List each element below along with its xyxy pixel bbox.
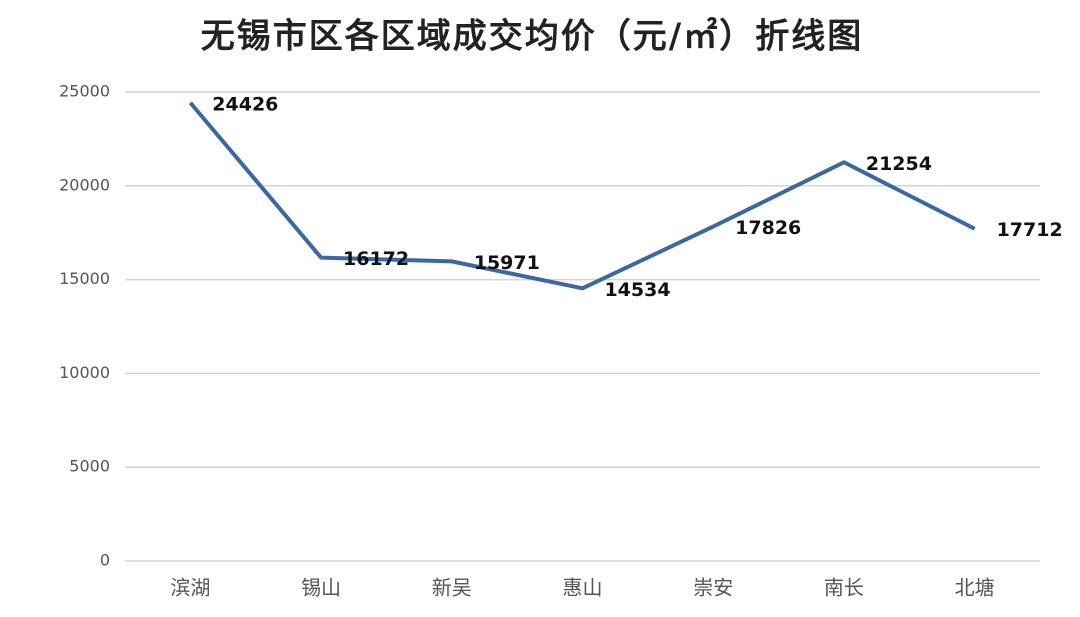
y-tick-label: 20000 (59, 175, 110, 194)
y-tick-label: 5000 (69, 457, 110, 476)
y-tick-label: 0 (100, 551, 110, 570)
data-label: 21254 (866, 153, 932, 175)
x-tick-label: 惠山 (563, 576, 603, 600)
data-label: 17712 (997, 219, 1063, 241)
data-line (188, 101, 976, 291)
x-tick-label: 南长 (824, 576, 864, 600)
y-tick-label: 10000 (59, 363, 110, 382)
x-tick-label: 北塘 (955, 576, 995, 600)
x-tick-label: 滨湖 (170, 576, 210, 600)
data-label: 24426 (212, 93, 278, 115)
data-label: 16172 (343, 248, 409, 270)
data-label: 17826 (735, 217, 801, 239)
chart-title: 无锡市区各区域成交均价（元/㎡）折线图 (201, 17, 863, 57)
x-tick-label: 崇安 (693, 576, 733, 600)
y-tick-label: 25000 (59, 82, 110, 101)
data-label: 15971 (474, 252, 540, 274)
x-tick-label: 新吴 (432, 576, 472, 600)
x-tick-label: 锡山 (301, 576, 341, 600)
y-tick-label: 15000 (59, 269, 110, 288)
data-label: 14534 (604, 279, 670, 301)
